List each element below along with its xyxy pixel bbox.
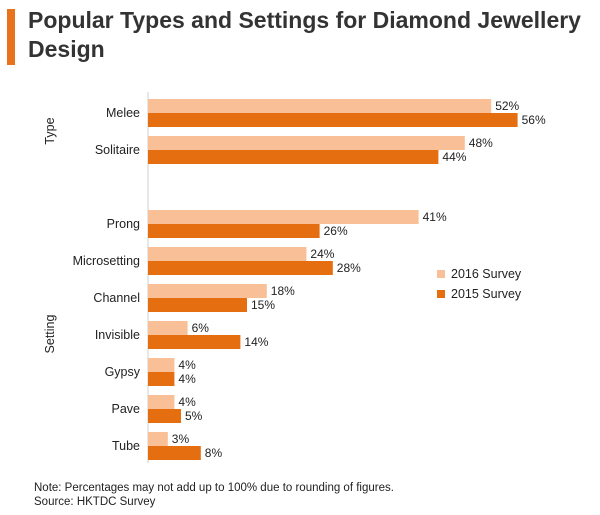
group-label-setting: Setting (43, 314, 57, 353)
legend-label-2015: 2015 Survey (451, 287, 522, 301)
data-label-tube-2016: 3% (172, 432, 190, 446)
bar-gypsy-2015 (148, 372, 175, 386)
category-label-tube: Tube (112, 439, 140, 453)
data-label-prong-2015: 26% (324, 224, 348, 238)
bar-pave-2016 (148, 395, 175, 409)
category-label-gypsy: Gypsy (105, 365, 141, 379)
data-label-pave-2015: 5% (185, 409, 203, 423)
data-label-tube-2015: 8% (205, 446, 223, 460)
category-label-solitaire: Solitaire (95, 143, 140, 157)
data-label-microsetting-2015: 28% (337, 261, 361, 275)
legend: 2016 Survey 2015 Survey (437, 264, 521, 304)
note-text: Note: Percentages may not add up to 100%… (34, 482, 394, 494)
data-label-melee-2016: 52% (495, 99, 519, 113)
legend-item-2016: 2016 Survey (437, 264, 521, 284)
bar-microsetting-2015 (148, 261, 333, 275)
category-label-melee: Melee (106, 106, 140, 120)
bar-invisible-2015 (148, 335, 241, 349)
data-label-prong-2016: 41% (423, 210, 447, 224)
data-label-invisible-2015: 14% (244, 335, 268, 349)
category-label-channel: Channel (93, 291, 140, 305)
category-label-pave: Pave (112, 402, 141, 416)
data-label-channel-2015: 15% (251, 298, 275, 312)
title-accent-bar (7, 9, 15, 65)
legend-swatch-2016 (437, 270, 445, 278)
category-label-prong: Prong (107, 217, 140, 231)
data-label-gypsy-2016: 4% (178, 358, 196, 372)
bar-solitaire-2016 (148, 136, 465, 150)
data-label-channel-2016: 18% (271, 284, 295, 298)
source-text: Source: HKTDC Survey (34, 496, 156, 508)
bar-channel-2016 (148, 284, 267, 298)
legend-item-2015: 2015 Survey (437, 284, 521, 304)
data-label-solitaire-2015: 44% (442, 150, 466, 164)
bar-prong-2016 (148, 210, 419, 224)
data-label-microsetting-2016: 24% (310, 247, 334, 261)
bar-prong-2015 (148, 224, 320, 238)
data-label-melee-2015: 56% (522, 113, 546, 127)
category-label-invisible: Invisible (95, 328, 140, 342)
legend-label-2016: 2016 Survey (451, 267, 522, 281)
bar-invisible-2016 (148, 321, 188, 335)
data-label-solitaire-2016: 48% (469, 136, 493, 150)
bar-channel-2015 (148, 298, 247, 312)
bar-tube-2016 (148, 432, 168, 446)
group-label-type: Type (43, 117, 57, 144)
legend-swatch-2015 (437, 290, 445, 298)
category-label-microsetting: Microsetting (73, 254, 140, 268)
bar-tube-2015 (148, 446, 201, 460)
bar-solitaire-2015 (148, 150, 439, 164)
bar-melee-2016 (148, 99, 492, 113)
bar-microsetting-2016 (148, 247, 307, 261)
chart-title: Popular Types and Settings for Diamond J… (28, 7, 581, 62)
bar-pave-2015 (148, 409, 181, 423)
bar-gypsy-2016 (148, 358, 175, 372)
bar-melee-2015 (148, 113, 518, 127)
footnote: Note: Percentages may not add up to 100%… (34, 481, 394, 509)
data-label-invisible-2016: 6% (192, 321, 210, 335)
data-label-pave-2016: 4% (178, 395, 196, 409)
data-label-gypsy-2015: 4% (178, 372, 196, 386)
